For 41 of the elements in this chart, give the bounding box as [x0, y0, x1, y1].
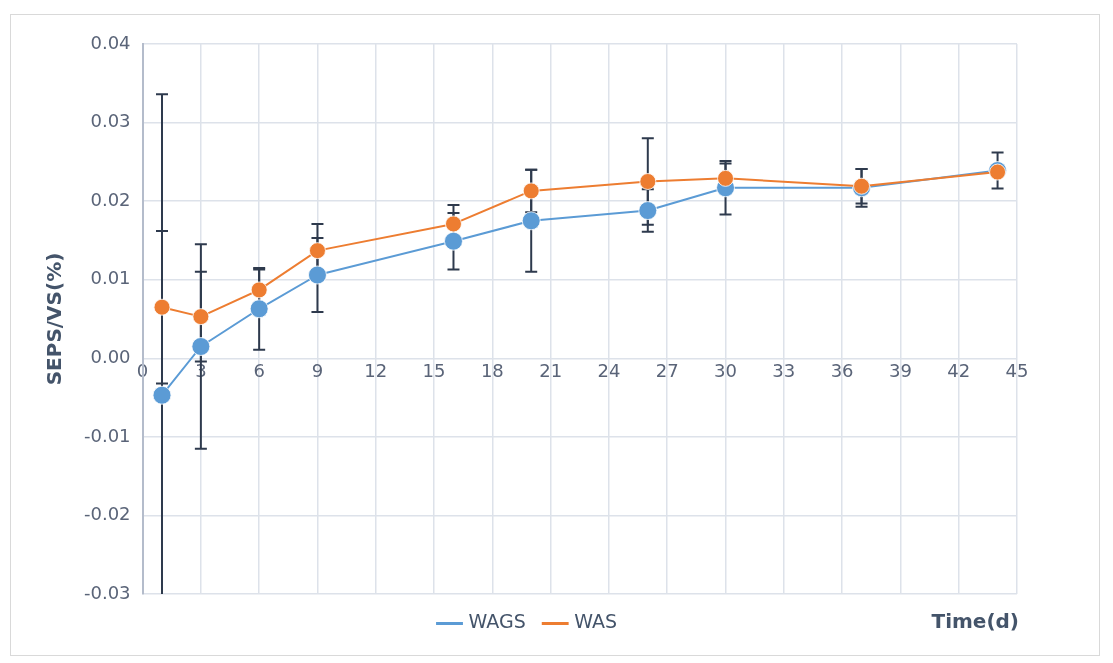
point — [639, 173, 657, 190]
point — [152, 385, 172, 405]
x-tick-label: 9 — [311, 359, 324, 381]
y-tick-label: 0.02 — [90, 188, 131, 210]
point — [191, 337, 211, 356]
x-tick-label: 21 — [539, 359, 563, 381]
x-tick-label: 27 — [655, 359, 679, 381]
x-tick-label: 6 — [253, 359, 265, 381]
x-tick-label: 15 — [422, 359, 446, 381]
y-tick-label: 0.04 — [90, 31, 131, 53]
y-axis-title: SEPS/VS(%) — [42, 252, 67, 386]
y-tick-label: 0.03 — [90, 110, 131, 132]
point — [309, 242, 326, 260]
x-tick-label: 24 — [597, 359, 621, 381]
point — [192, 308, 210, 326]
y-tick-label: -0.01 — [84, 424, 131, 446]
point — [445, 215, 462, 233]
x-tick-label: 45 — [1005, 359, 1029, 381]
x-tick-label: 33 — [772, 359, 796, 381]
point — [638, 201, 658, 220]
point — [250, 281, 268, 299]
point — [444, 231, 463, 251]
x-tick-label: 36 — [830, 359, 854, 381]
x-tick-label: 42 — [947, 359, 971, 381]
y-tick-label: -0.03 — [84, 581, 131, 603]
x-tick-label: 12 — [364, 359, 388, 381]
point — [153, 298, 171, 316]
point — [521, 211, 541, 231]
point — [308, 265, 327, 285]
legend-label: WAGS — [468, 610, 526, 633]
x-tick-label: 30 — [714, 359, 737, 381]
legend-label: WAS — [574, 610, 618, 633]
y-tick-label: 0.01 — [90, 267, 131, 289]
y-tick-label: -0.02 — [84, 503, 131, 525]
y-tick-label: 0.00 — [90, 345, 131, 367]
point — [522, 182, 540, 200]
point — [249, 299, 269, 319]
x-tick-label: 39 — [888, 359, 912, 381]
x-tick-label: 18 — [480, 359, 504, 381]
x-axis-title: Time(d) — [931, 609, 1019, 634]
point — [717, 169, 734, 187]
